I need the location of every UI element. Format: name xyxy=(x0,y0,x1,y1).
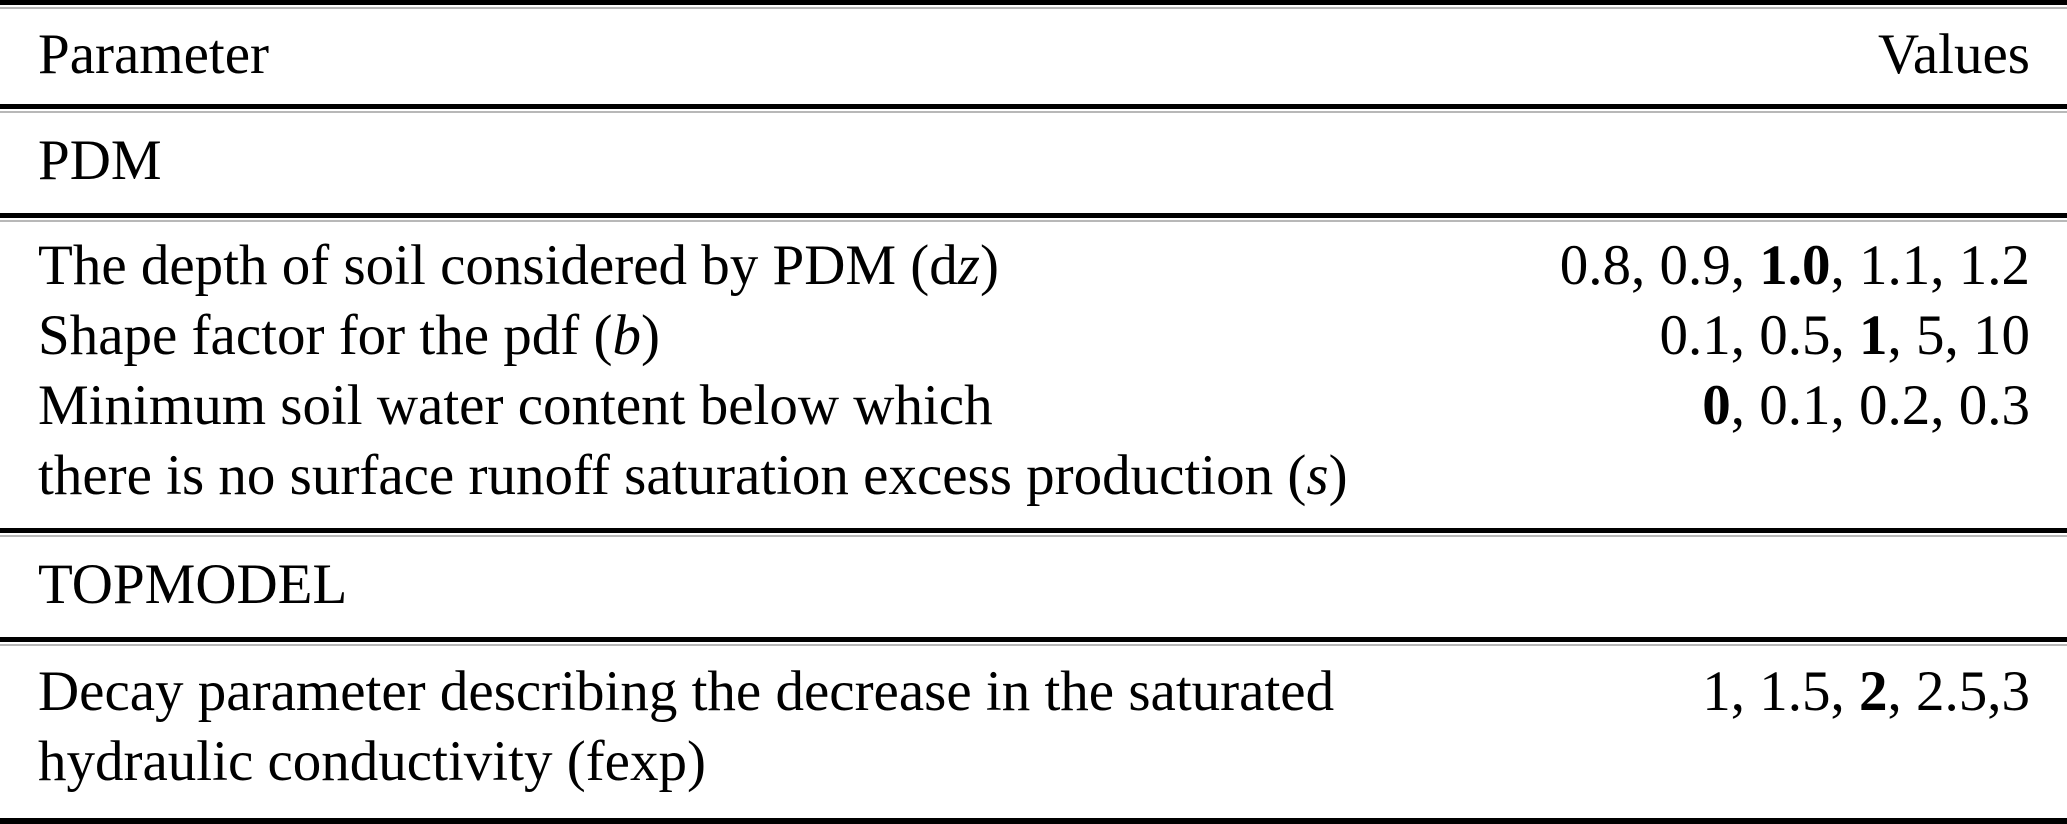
value-default: 1 xyxy=(1859,304,1888,367)
param-text-close: ) xyxy=(979,234,999,297)
column-header-parameter: Parameter xyxy=(38,23,270,86)
param-symbol: z xyxy=(957,234,980,297)
value-text-end: , 2.5,3 xyxy=(1887,660,2031,723)
param-cell: The depth of soil considered by PDM (dz) xyxy=(38,231,999,301)
param-cell: there is no surface runoff saturation ex… xyxy=(38,441,1348,511)
column-header-values: Values xyxy=(1878,23,2030,86)
param-symbol: b xyxy=(612,304,642,367)
param-text: Decay parameter describing the decrease … xyxy=(38,660,1335,723)
bottom-rule xyxy=(0,818,2067,824)
param-text-close: ) xyxy=(1328,444,1348,507)
value-text: 0.8, 0.9, xyxy=(1559,234,1760,297)
param-cell: Shape factor for the pdf (b) xyxy=(38,301,660,371)
param-row-shape-factor: Shape factor for the pdf (b) 0.1, 0.5, 1… xyxy=(0,301,2067,371)
param-text: Shape factor for the pdf ( xyxy=(38,304,613,367)
topmodel-section-body: Decay parameter describing the decrease … xyxy=(0,642,2067,818)
rule-below-header xyxy=(0,104,2067,113)
param-cell: Minimum soil water content below which xyxy=(38,371,993,441)
param-row-depth: The depth of soil considered by PDM (dz)… xyxy=(0,231,2067,301)
rule-above-topmodel xyxy=(0,528,2067,537)
value-default: 0 xyxy=(1702,374,1731,437)
section-header-pdm: PDM xyxy=(38,129,162,192)
value-text-end: , 0.1, 0.2, 0.3 xyxy=(1730,374,2030,437)
value-cell: 0, 0.1, 0.2, 0.3 xyxy=(1702,371,2030,441)
param-cell: hydraulic conductivity (fexp) xyxy=(38,727,706,797)
pdm-section-body: The depth of soil considered by PDM (dz)… xyxy=(0,218,2067,528)
value-text-end: , 1.1, 1.2 xyxy=(1830,234,2031,297)
value-default: 1.0 xyxy=(1759,234,1831,297)
top-rule xyxy=(0,0,2067,9)
param-text: there is no surface runoff saturation ex… xyxy=(38,444,1307,507)
param-text: The depth of soil considered by PDM (d xyxy=(38,234,958,297)
param-row-decay-continuation: hydraulic conductivity (fexp) xyxy=(0,727,2067,797)
value-cell: 1, 1.5, 2, 2.5,3 xyxy=(1702,657,2030,727)
rule-below-pdm-header xyxy=(0,213,2067,222)
value-text: 0.1, 0.5, xyxy=(1659,304,1859,367)
section-header-topmodel: TOPMODEL xyxy=(38,553,348,616)
rule-below-topmodel-header xyxy=(0,637,2067,646)
value-text: 1, 1.5, xyxy=(1702,660,1859,723)
param-cell: Decay parameter describing the decrease … xyxy=(38,657,1334,727)
value-default: 2 xyxy=(1859,660,1888,723)
param-row-min-soil-water: Minimum soil water content below which 0… xyxy=(0,371,2067,441)
header-row: Parameter Values xyxy=(0,5,2067,104)
value-text-end: , 5, 10 xyxy=(1887,304,2031,367)
param-symbol: s xyxy=(1306,444,1329,507)
value-cell: 0.1, 0.5, 1, 5, 10 xyxy=(1660,301,2031,371)
param-text-close: ) xyxy=(641,304,660,367)
param-row-decay: Decay parameter describing the decrease … xyxy=(0,657,2067,727)
param-row-min-soil-water-continuation: there is no surface runoff saturation ex… xyxy=(0,441,2067,511)
value-cell: 0.8, 0.9, 1.0, 1.1, 1.2 xyxy=(1560,231,2030,301)
param-text: Minimum soil water content below which xyxy=(38,374,993,437)
param-text: hydraulic conductivity (fexp) xyxy=(38,730,706,793)
